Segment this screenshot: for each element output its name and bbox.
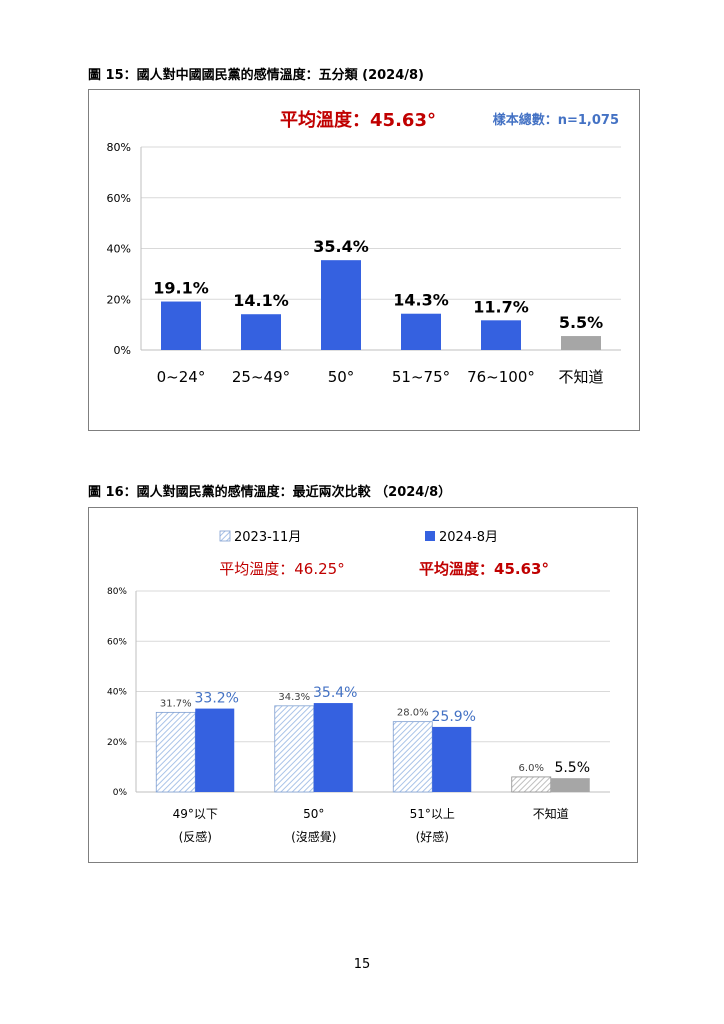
data-label-2024-8: 5.5% <box>554 760 590 776</box>
x-tick-label: 不知道 <box>558 368 603 386</box>
y-tick-label: 60% <box>107 637 127 647</box>
bar-2023-11 <box>274 705 315 793</box>
legend-swatch-2023-11 <box>219 530 231 542</box>
data-label: 11.7% <box>473 297 529 316</box>
figure-16-chart-frame: 2023-11月 2024-8月平均溫度：46.25° 平均溫度：45.63° 0% 2… <box>88 507 638 863</box>
bar-2023-11 <box>511 776 552 793</box>
data-label: 14.3% <box>393 291 449 310</box>
data-label-2024-8: 25.9% <box>432 709 476 725</box>
y-tick-label: 0% <box>114 344 131 357</box>
data-label: 5.5% <box>559 313 603 332</box>
bar-2024-8 <box>195 708 235 792</box>
bar <box>241 314 281 350</box>
x-tick-label: 51°以上 <box>410 807 455 821</box>
x-tick-label: 49°以下 <box>173 807 218 821</box>
bar <box>561 336 601 350</box>
legend-swatch-2024-8 <box>425 531 435 541</box>
x-tick-label: 50° <box>303 807 324 821</box>
bar <box>161 301 201 350</box>
y-tick-label: 80% <box>107 587 127 597</box>
x-tick-sublabel: (反感) <box>179 829 212 844</box>
bar <box>401 313 441 350</box>
legend-label-2024-8: 2024-8月 <box>439 530 498 545</box>
figure-15-chart-frame: 平均溫度：45.63° 樣本總數：n=1,075 0% 20% 40% 60% 80% 19.… <box>88 89 640 431</box>
bar-2024-8 <box>313 703 353 792</box>
x-tick-label: 51~75° <box>392 368 450 386</box>
data-label-2023-11: 28.0% <box>397 708 429 719</box>
figure-15-chart: 平均溫度：45.63° 樣本總數：n=1,075 0% 20% 40% 60% 80% 19.… <box>107 109 621 386</box>
x-tick-sublabel: (好感) <box>416 829 449 844</box>
bar-2023-11 <box>155 711 196 793</box>
data-label-2024-8: 33.2% <box>195 691 239 707</box>
y-tick-label: 40% <box>107 243 131 256</box>
sample-size-label: 樣本總數：n=1,075 <box>493 112 619 128</box>
x-tick-sublabel: (沒感覺) <box>291 829 336 844</box>
data-label-2023-11: 31.7% <box>160 698 192 709</box>
x-tick-label: 不知道 <box>533 807 569 821</box>
data-label-2023-11: 6.0% <box>519 763 544 774</box>
bar-2023-11 <box>392 721 433 793</box>
data-label: 19.1% <box>153 279 209 298</box>
mean-temperature-2023-11: 平均溫度：46.25° <box>219 560 344 578</box>
y-tick-label: 80% <box>107 141 131 154</box>
y-tick-label: 40% <box>107 688 127 698</box>
x-tick-label: 25~49° <box>232 368 290 386</box>
bar-2024-8 <box>432 726 472 792</box>
data-label: 35.4% <box>313 237 369 256</box>
mean-temperature-label: 平均溫度：45.63° <box>280 109 436 131</box>
x-tick-label: 0~24° <box>157 368 206 386</box>
y-tick-label: 20% <box>107 738 127 748</box>
data-label: 14.1% <box>233 291 289 310</box>
mean-temperature-2024-8: 平均溫度：45.63° <box>419 560 549 578</box>
y-tick-label: 0% <box>113 788 128 798</box>
x-tick-label: 50° <box>328 368 355 386</box>
y-tick-label: 60% <box>107 192 131 205</box>
figure-16-title: 圖 16：國人對國民黨的感情溫度：最近兩次比較 （2024/8） <box>88 485 452 500</box>
bar-2024-8 <box>550 778 590 792</box>
y-tick-label: 20% <box>107 293 131 306</box>
x-tick-label: 76~100° <box>467 368 535 386</box>
bar <box>321 260 361 350</box>
page-number: 15 <box>353 957 371 972</box>
bar <box>481 320 521 350</box>
data-label-2023-11: 34.3% <box>278 692 310 703</box>
legend-label-2023-11: 2023-11月 <box>234 530 301 545</box>
figure-15-title: 圖 15：國人對中國國民黨的感情溫度：五分類 (2024/8) <box>88 68 425 83</box>
data-label-2024-8: 35.4% <box>313 685 357 701</box>
